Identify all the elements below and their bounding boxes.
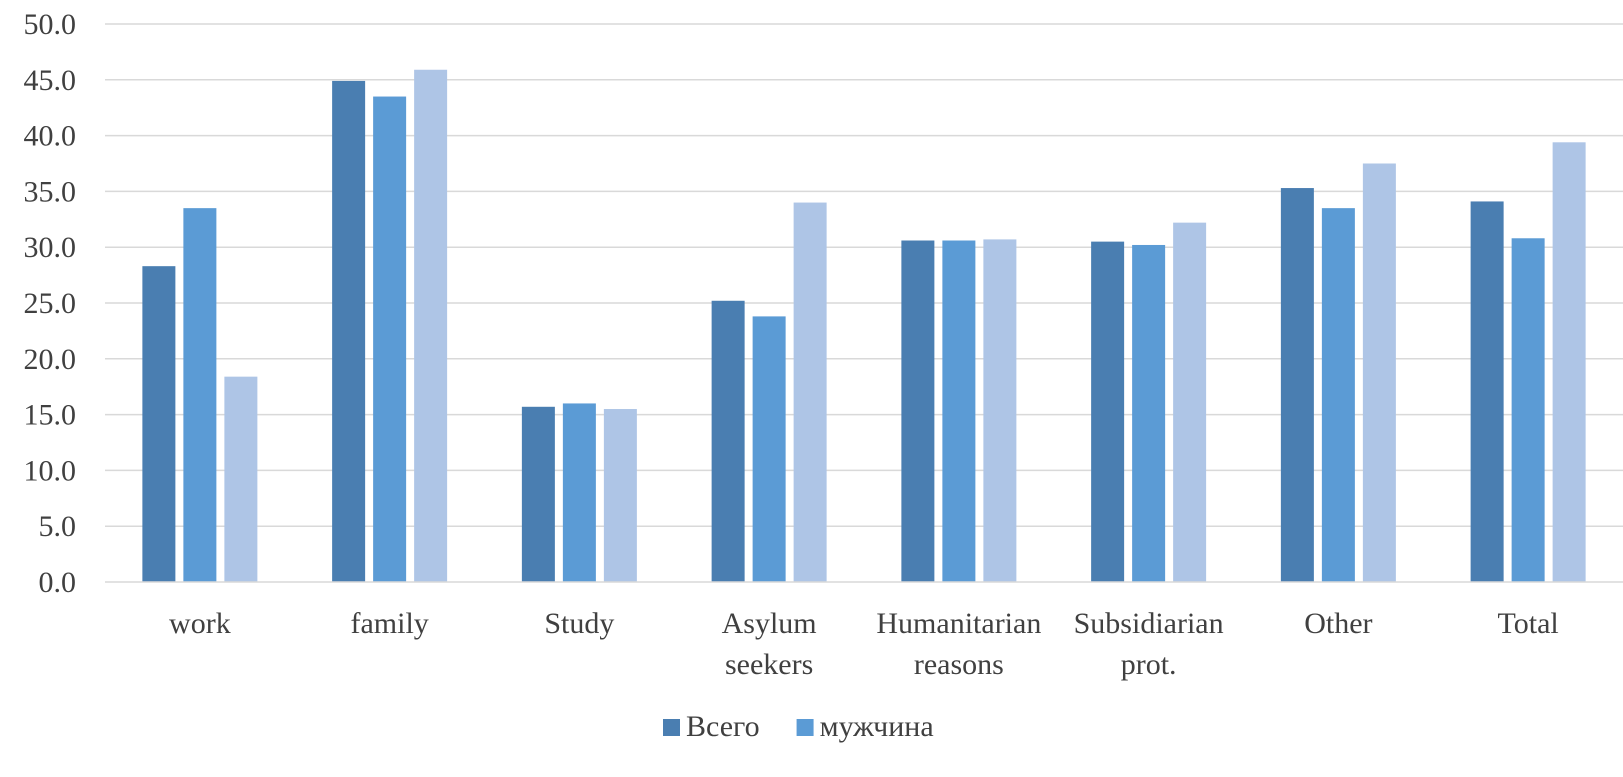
bar [562, 403, 596, 582]
legend: Всего мужчина [663, 710, 934, 743]
y-tick-label: 20.0 [24, 343, 77, 376]
y-tick-label: 25.0 [24, 287, 77, 320]
x-tick-label: family [350, 607, 428, 640]
y-tick-label: 35.0 [24, 175, 77, 208]
x-tick-label: Other [1304, 607, 1372, 640]
y-tick-label: 15.0 [24, 399, 77, 432]
bar [901, 240, 935, 582]
legend-swatch [663, 719, 680, 736]
x-tick-label: reasons [914, 648, 1004, 681]
y-tick-label: 50.0 [24, 8, 77, 41]
legend-label: Всего [686, 710, 760, 743]
y-tick-label: 45.0 [24, 64, 77, 97]
bar [183, 208, 217, 582]
bar [942, 240, 976, 582]
y-tick-label: 40.0 [24, 120, 77, 153]
bar [1511, 238, 1545, 582]
bar [224, 376, 258, 582]
x-tick-label: Subsidiarian [1074, 607, 1224, 640]
bar [1280, 188, 1314, 582]
bar [1362, 163, 1396, 582]
x-tick-label: Total [1498, 607, 1559, 640]
y-tick-label: 30.0 [24, 231, 77, 264]
bar [521, 406, 555, 582]
bar [1091, 241, 1125, 582]
y-tick-label: 0.0 [39, 566, 77, 599]
bar [373, 96, 407, 582]
legend-swatch [796, 719, 814, 736]
bar [414, 69, 448, 583]
bar [1552, 142, 1586, 582]
bar [1321, 208, 1355, 582]
bar [1470, 201, 1504, 582]
y-axis-labels: 0.0 5.0 10.0 15.0 20.0 25.0 30.0 35.0 40.0 45.0 50… [24, 8, 77, 599]
x-tick-label: prot. [1121, 648, 1177, 681]
x-tick-label: seekers [725, 648, 813, 681]
x-axis: work family Study Asylum seekers Humanitarian… [105, 581, 1623, 681]
bar [983, 239, 1017, 582]
bars [142, 69, 1586, 583]
y-tick-label: 5.0 [39, 510, 77, 543]
legend-label: мужчина [820, 710, 934, 743]
y-tick-label: 10.0 [24, 454, 77, 487]
bar [332, 80, 366, 582]
bar [793, 202, 827, 582]
bar [603, 409, 637, 582]
bar [752, 316, 786, 582]
x-tick-label: Asylum [722, 607, 817, 640]
bar [142, 266, 176, 582]
bar [1173, 222, 1207, 582]
x-tick-label: work [169, 607, 231, 640]
bar [1132, 244, 1166, 582]
x-tick-label: Humanitarian [876, 607, 1041, 640]
x-tick-label: Study [544, 607, 614, 640]
bar [711, 300, 745, 582]
